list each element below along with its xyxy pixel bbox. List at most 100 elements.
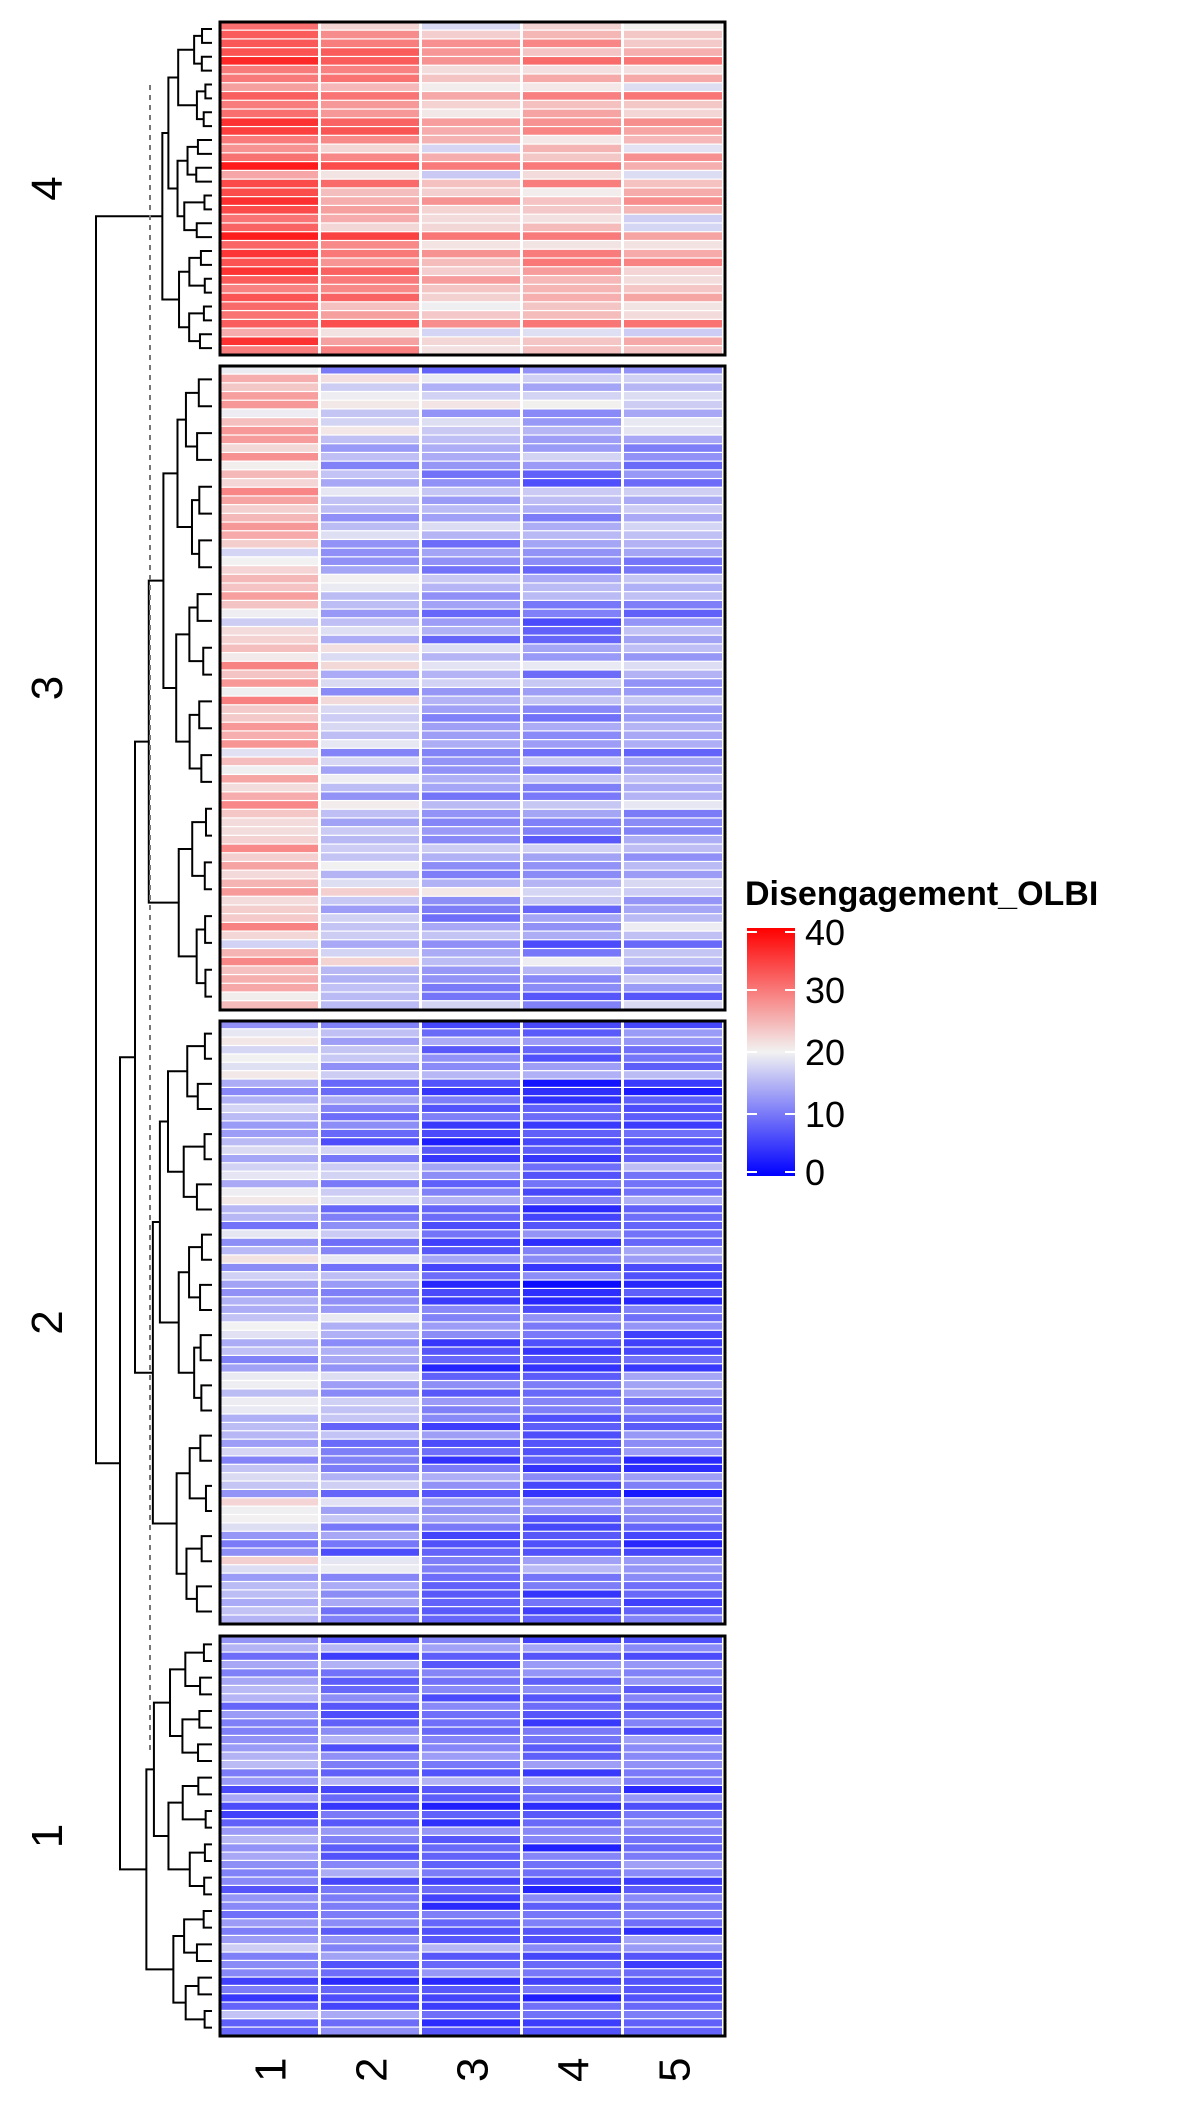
heatmap-cell (523, 1769, 621, 1777)
heatmap-cell (321, 153, 419, 162)
heatmap-cell (523, 1088, 621, 1096)
heatmap-cell (422, 2002, 520, 2010)
heatmap-cell (523, 444, 621, 452)
heatmap-cell (523, 2011, 621, 2019)
heatmap-cell (624, 661, 722, 670)
heatmap-cell (624, 1456, 722, 1464)
heatmap-cell (422, 540, 520, 548)
heatmap-cell (523, 22, 621, 30)
heatmap-cell (220, 276, 318, 284)
heatmap-cell (321, 983, 419, 992)
heatmap-cell (422, 293, 520, 302)
heatmap-cell (523, 1861, 621, 1869)
heatmap-cell (422, 705, 520, 713)
heatmap-cell (422, 1037, 520, 1045)
heatmap-cell (523, 896, 621, 905)
heatmap-cell (220, 374, 318, 383)
heatmap-cell (220, 783, 318, 792)
row-dendrogram (95, 27, 212, 2029)
heatmap-cell (321, 574, 419, 583)
heatmap-cell (523, 1531, 621, 1540)
heatmap-cell (321, 319, 419, 328)
heatmap-cell (523, 1661, 621, 1669)
heatmap-cell (624, 444, 722, 452)
heatmap-cell (321, 1911, 419, 1919)
heatmap-cell (220, 1844, 318, 1852)
heatmap-cell (422, 618, 520, 626)
legend-tick-label: 0 (805, 1152, 825, 1193)
heatmap-cell (220, 1490, 318, 1498)
heatmap-cell (321, 505, 419, 513)
heatmap-cell (624, 705, 722, 713)
heatmap-cell (523, 818, 621, 827)
heatmap-cell (422, 118, 520, 126)
heatmap-cell (523, 1852, 621, 1860)
heatmap-cell (624, 748, 722, 757)
heatmap-cell (523, 1719, 621, 1727)
heatmap-cell (624, 1356, 722, 1364)
heatmap-cell (220, 1439, 318, 1447)
heatmap-cell (220, 801, 318, 809)
cluster-borders (218, 20, 727, 2038)
heatmap-cell (422, 319, 520, 328)
heatmap-cell (220, 179, 318, 188)
heatmap-cell (220, 940, 318, 948)
heatmap-cell (422, 1677, 520, 1685)
heatmap-cell (220, 1330, 318, 1339)
heatmap-cell (220, 366, 318, 374)
column-label: 1 (247, 2058, 296, 2082)
heatmap-cell (321, 827, 419, 835)
heatmap-cell (523, 513, 621, 522)
heatmap-cell (624, 775, 722, 783)
heatmap-cell (220, 1314, 318, 1322)
heatmap-cell (422, 896, 520, 905)
heatmap-cell (422, 346, 520, 354)
heatmap-cell (321, 957, 419, 966)
heatmap-cell (523, 1877, 621, 1885)
heatmap-cell (321, 1163, 419, 1171)
heatmap-cell (220, 39, 318, 48)
heatmap-cell (624, 1615, 722, 1623)
heatmap-cell (523, 1582, 621, 1590)
heatmap-cell (422, 905, 520, 914)
heatmap-cell (422, 792, 520, 800)
heatmap-cell (523, 644, 621, 652)
heatmap-cell (321, 92, 419, 100)
heatmap-cell (523, 975, 621, 983)
heatmap-cell (422, 1902, 520, 1910)
heatmap-cell (422, 870, 520, 879)
heatmap-cell (321, 1113, 419, 1121)
heatmap-cell (422, 1062, 520, 1071)
heatmap-cell (321, 1339, 419, 1347)
heatmap-cell (321, 1347, 419, 1355)
heatmap-cell (523, 39, 621, 48)
heatmap-cell (321, 1669, 419, 1677)
heatmap-cell (624, 1029, 722, 1037)
heatmap-cell (220, 1548, 318, 1556)
heatmap-cell (422, 531, 520, 539)
heatmap-cell (523, 109, 621, 118)
heatmap-cell (422, 1919, 520, 1927)
heatmap-cell (321, 905, 419, 914)
heatmap-cell (523, 635, 621, 644)
heatmap-cell (422, 1827, 520, 1835)
heatmap-cell (321, 775, 419, 783)
heatmap-cell (422, 670, 520, 679)
heatmap-cell (624, 1163, 722, 1171)
heatmap-cell (422, 1877, 520, 1885)
heatmap-cell (220, 618, 318, 626)
heatmap-cell (624, 627, 722, 635)
heatmap-cell (422, 206, 520, 214)
heatmap-cell (321, 966, 419, 974)
heatmap-cell (321, 1944, 419, 1952)
heatmap-cell (523, 1029, 621, 1037)
heatmap-cell (624, 1744, 722, 1752)
dendrogram-branch (204, 1810, 212, 1829)
heatmap-cell (624, 896, 722, 905)
heatmap-cell (321, 1744, 419, 1752)
heatmap-cell (422, 83, 520, 91)
heatmap-cell (220, 1573, 318, 1581)
heatmap-cell (422, 426, 520, 435)
heatmap-cell (624, 1272, 722, 1280)
heatmap-cell (523, 809, 621, 818)
